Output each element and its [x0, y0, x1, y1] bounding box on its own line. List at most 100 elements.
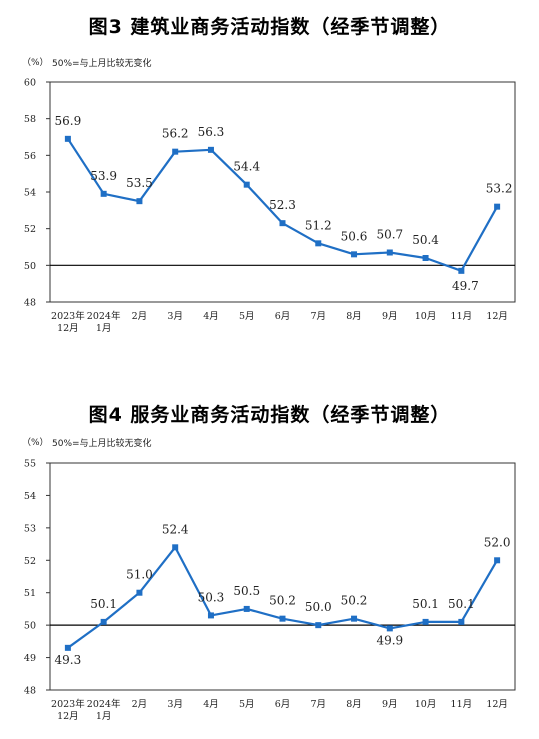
- data-point: [422, 618, 429, 625]
- y-tick-label: 60: [24, 78, 36, 89]
- y-tick-label: 50: [24, 261, 36, 272]
- chart-note: 50%=与上月比较无变化: [52, 437, 152, 449]
- x-tick-label: 5月: [239, 311, 255, 322]
- x-tick-label: 8月: [346, 699, 362, 710]
- chart-services: 图4 服务业商务活动指数（经季节调整） （%） 50%=与上月比较无变化 48 49 5…: [0, 370, 539, 739]
- chart-plot: （%） 50%=与上月比较无变化48495051525354552023年12月2…: [22, 437, 516, 722]
- data-point: [100, 190, 107, 197]
- x-tick-label: 2023年: [51, 310, 85, 322]
- y-tick-label: 56: [24, 151, 36, 162]
- data-label: 50.0: [305, 600, 332, 614]
- data-label: 50.7: [376, 228, 403, 242]
- x-tick-label: 8月: [346, 311, 362, 322]
- plot-frame: [49, 81, 516, 303]
- data-point: [172, 544, 179, 551]
- data-point: [458, 267, 465, 274]
- data-label: 52.0: [484, 535, 511, 549]
- data-point: [243, 181, 250, 188]
- plot-frame: [49, 462, 516, 691]
- data-label: 49.9: [376, 633, 403, 647]
- y-axis-unit: （%）: [22, 57, 49, 68]
- x-tick-label: 7月: [310, 311, 326, 322]
- data-point: [64, 644, 71, 651]
- data-point: [243, 605, 250, 612]
- data-point: [386, 249, 393, 256]
- data-label: 53.2: [486, 182, 513, 196]
- y-tick-label: 53: [24, 523, 36, 534]
- data-point: [494, 203, 501, 210]
- chart-title: 图3 建筑业商务活动指数（经季节调整）: [88, 16, 451, 38]
- x-tick-label: 2024年: [87, 310, 121, 322]
- data-label: 54.4: [233, 160, 260, 174]
- data-label: 56.3: [198, 125, 225, 139]
- data-point: [315, 240, 322, 247]
- y-tick-label: 48: [24, 298, 36, 309]
- data-label: 50.1: [412, 597, 439, 611]
- data-label: 51.0: [126, 568, 153, 582]
- chart-construction: 图3 建筑业商务活动指数（经季节调整） （%） 50%=与上月比较无变化 48 50 5…: [22, 16, 516, 334]
- data-point: [172, 148, 179, 155]
- data-label: 53.5: [126, 176, 153, 190]
- x-tick-label: 7月: [310, 699, 326, 710]
- x-tick-label: 11月: [451, 699, 473, 710]
- x-tick-label: 2月: [132, 311, 148, 322]
- x-tick-label: 2023年: [51, 698, 85, 710]
- x-tick-label: 10月: [415, 311, 437, 322]
- x-tick-label: 6月: [275, 699, 291, 710]
- x-tick-label: 9月: [382, 311, 398, 322]
- data-label: 50.5: [233, 584, 260, 598]
- data-label: 52.4: [162, 522, 189, 536]
- x-tick-label: 3月: [167, 311, 183, 322]
- y-tick-label: 49: [24, 653, 36, 664]
- x-tick-label: 12月: [486, 311, 508, 322]
- chart-note: 50%=与上月比较无变化: [52, 57, 152, 69]
- data-label: 53.9: [90, 169, 117, 183]
- y-axis-unit: （%）: [22, 437, 49, 448]
- data-point: [136, 589, 143, 596]
- y-tick-label: 54: [24, 491, 36, 502]
- y-tick-label: 54: [24, 188, 36, 199]
- y-tick-label: 48: [24, 686, 36, 697]
- data-point: [351, 615, 358, 622]
- data-point: [100, 618, 107, 625]
- x-tick-label: 12月: [57, 711, 79, 722]
- data-point: [494, 557, 501, 564]
- data-point: [207, 146, 214, 153]
- data-label: 56.2: [162, 127, 189, 141]
- data-point: [422, 255, 429, 261]
- data-label: 50.6: [341, 229, 368, 243]
- data-label: 50.1: [90, 597, 117, 611]
- chart-title: 图4 服务业商务活动指数（经季节调整）: [88, 404, 451, 426]
- data-point: [458, 618, 465, 625]
- x-tick-label: 3月: [167, 699, 183, 710]
- y-tick-label: 55: [24, 459, 36, 470]
- y-tick-label: 52: [24, 224, 36, 235]
- data-label: 49.7: [452, 279, 479, 293]
- data-point: [279, 615, 286, 622]
- data-point: [136, 198, 143, 205]
- x-tick-label: 2月: [132, 699, 148, 710]
- data-label: 51.2: [305, 218, 332, 232]
- x-tick-label: 1月: [96, 323, 112, 334]
- data-point: [279, 220, 286, 227]
- x-tick-label: 1月: [96, 711, 112, 722]
- data-label: 50.2: [341, 594, 368, 608]
- x-tick-label: 10月: [415, 699, 437, 710]
- data-point: [351, 251, 358, 258]
- x-tick-label: 12月: [57, 323, 79, 334]
- y-tick-label: 52: [24, 556, 36, 567]
- chart-plot: （%） 50%=与上月比较无变化485052545658602023年12月202…: [22, 57, 516, 334]
- data-label: 50.4: [412, 233, 439, 247]
- data-label: 50.2: [269, 594, 296, 608]
- data-point: [386, 625, 393, 632]
- data-point: [315, 622, 322, 629]
- data-label: 50.1: [448, 597, 475, 611]
- x-tick-label: 12月: [486, 699, 508, 710]
- x-tick-label: 9月: [382, 699, 398, 710]
- data-label: 56.9: [55, 114, 82, 128]
- y-tick-label: 50: [24, 621, 36, 632]
- x-tick-label: 4月: [203, 311, 219, 322]
- x-tick-label: 11月: [451, 311, 473, 322]
- data-label: 50.3: [198, 590, 225, 604]
- x-tick-label: 4月: [203, 699, 219, 710]
